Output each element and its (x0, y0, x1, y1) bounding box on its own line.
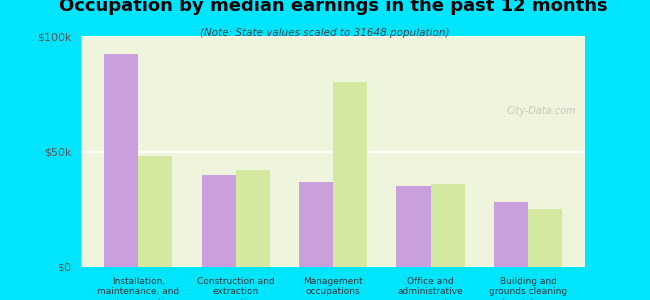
Bar (202, 175, 236, 267)
Title: Occupation by median earnings in the past 12 months: Occupation by median earnings in the pas… (58, 0, 608, 15)
Bar (494, 202, 528, 267)
Bar (430, 184, 465, 267)
Bar (333, 82, 367, 267)
Text: City-Data.com: City-Data.com (507, 106, 577, 116)
Bar (104, 55, 138, 267)
Text: (Note: State values scaled to 31648 population): (Note: State values scaled to 31648 popu… (200, 28, 450, 38)
Bar (299, 182, 333, 267)
Bar (528, 209, 562, 267)
Bar (138, 156, 172, 267)
Bar (236, 170, 270, 267)
Bar (396, 186, 430, 267)
